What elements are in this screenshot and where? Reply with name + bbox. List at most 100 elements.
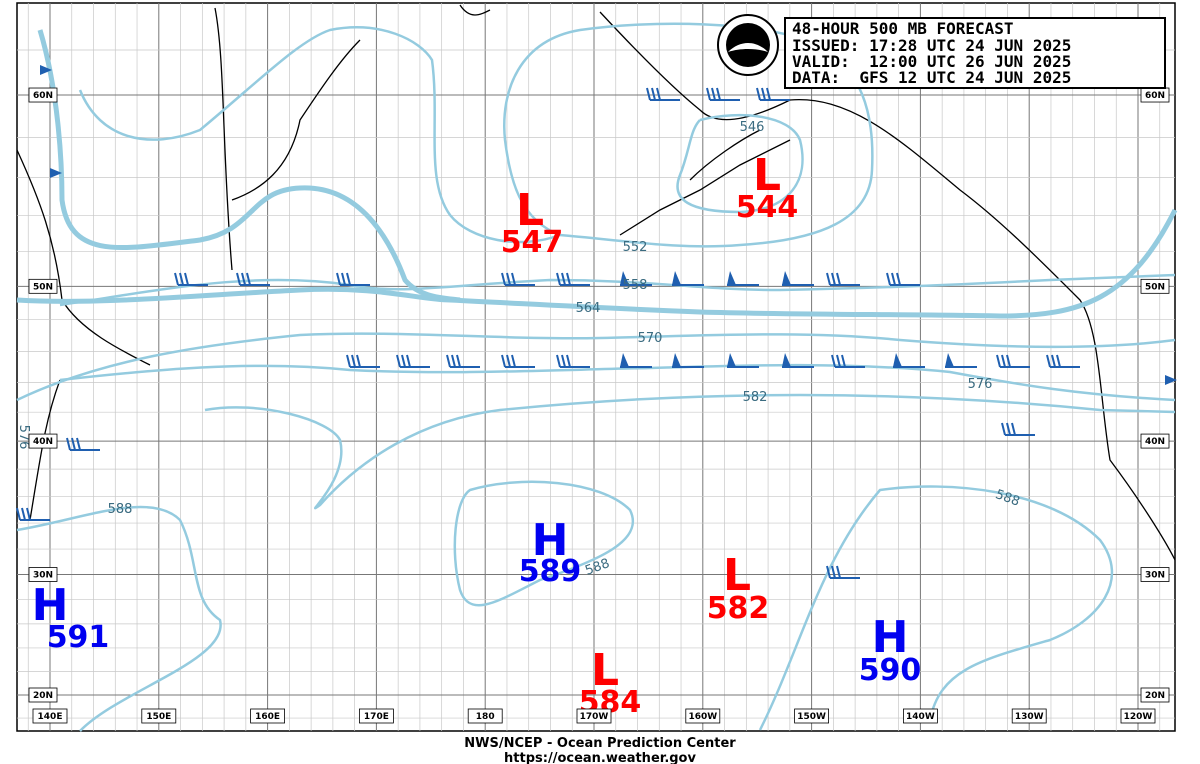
lon-label-box (467, 708, 503, 724)
center-letter: H (532, 515, 569, 566)
barb-tick (651, 87, 656, 101)
lon-label-box (250, 708, 286, 724)
barb-flag (782, 353, 791, 367)
barb-tick (351, 354, 356, 368)
lon-label: 160W (688, 712, 717, 722)
barb-tick (556, 354, 561, 368)
lon-label-box (141, 708, 177, 724)
barb-tick (1001, 422, 1006, 436)
barb-tick (396, 354, 401, 368)
lon-label-box (1120, 708, 1156, 724)
barb-flag (1165, 375, 1177, 385)
barb-tick (401, 354, 406, 368)
barb-tick (346, 354, 351, 368)
noaa-logo-bird (728, 43, 768, 52)
lat-label: 30N (1145, 570, 1165, 580)
lon-label: 120W (1124, 712, 1153, 722)
barb-tick (1056, 354, 1061, 368)
lat-label-box (1140, 687, 1170, 703)
contour-label: 552 (623, 240, 648, 255)
center-value: 590 (859, 653, 922, 688)
barb-tick (511, 354, 516, 368)
barb-tick (336, 272, 341, 286)
barb-tick (1001, 354, 1006, 368)
barb-tick (1006, 354, 1011, 368)
barb-tick (646, 87, 651, 101)
barb-tick (184, 272, 189, 286)
center-letter: L (591, 645, 619, 696)
lat-label-box (1140, 433, 1170, 449)
lon-label: 160E (255, 712, 280, 722)
barb-tick (761, 87, 766, 101)
footer-line: NWS/NCEP - Ocean Prediction Center (464, 736, 736, 751)
lon-label: 150E (146, 712, 171, 722)
barb-tick (66, 437, 71, 451)
barb-tick (451, 354, 456, 368)
barb-tick (836, 354, 841, 368)
barb-tick (501, 272, 506, 286)
barb-tick (356, 354, 361, 368)
barb-flag (50, 168, 62, 178)
center-value: 589 (519, 554, 582, 589)
lat-label-box (28, 278, 58, 294)
barb-tick (511, 272, 516, 286)
barb-tick (1011, 422, 1016, 436)
lon-label-box (794, 708, 829, 724)
barb-tick (1006, 422, 1011, 436)
lat-label: 60N (33, 91, 53, 101)
barb-tick (566, 354, 571, 368)
barb-tick (179, 272, 184, 286)
contour-label: 564 (576, 301, 601, 316)
header-frame (784, 17, 1166, 89)
barb-flag (620, 271, 629, 285)
contour-label: 576 (968, 377, 993, 392)
contour-label: 546 (740, 120, 765, 135)
barb-flag (672, 353, 681, 367)
barb-tick (891, 272, 896, 286)
center-value: 591 (47, 620, 110, 655)
lon-label-box (576, 708, 612, 724)
lat-label: 20N (33, 691, 53, 701)
barb-tick (241, 272, 246, 286)
barb-tick (446, 354, 451, 368)
barb-tick (1046, 354, 1051, 368)
contours (16, 22, 1178, 732)
barb-tick (766, 87, 771, 101)
center-letter: L (516, 185, 544, 236)
barb-tick (71, 437, 76, 451)
lat-label-box (1140, 278, 1170, 294)
center-letter: L (723, 550, 751, 601)
center-letter: H (32, 580, 69, 631)
barb-tick (236, 272, 241, 286)
barb-tick (76, 437, 81, 451)
header-line: DATA: GFS 12 UTC 24 JUN 2025 (792, 68, 1071, 87)
barb-tick (561, 354, 566, 368)
lat-label: 50N (1145, 282, 1165, 292)
lon-label-box (1011, 708, 1047, 724)
lat-label-box (28, 433, 58, 449)
center-value: 547 (501, 225, 564, 260)
barb-tick (346, 272, 351, 286)
lon-label: 150W (797, 712, 826, 722)
barb-tick (506, 354, 511, 368)
barb-flag (620, 353, 629, 367)
lon-label-box (32, 708, 68, 724)
barb-tick (706, 87, 711, 101)
barb-tick (561, 272, 566, 286)
barb-tick (501, 354, 506, 368)
lat-label: 50N (33, 282, 53, 292)
lon-label: 170W (580, 712, 609, 722)
lat-label: 60N (1145, 91, 1165, 101)
barb-tick (831, 272, 836, 286)
lon-label: 180 (476, 712, 495, 722)
barb-tick (16, 507, 21, 521)
barb-tick (831, 354, 836, 368)
barb-tick (711, 87, 716, 101)
center-value: 582 (707, 591, 770, 626)
contour-label: 570 (638, 331, 663, 346)
barb-tick (756, 87, 761, 101)
barb-tick (831, 565, 836, 579)
barb-flag (727, 353, 736, 367)
center-letter: H (872, 612, 909, 663)
barb-tick (174, 272, 179, 286)
